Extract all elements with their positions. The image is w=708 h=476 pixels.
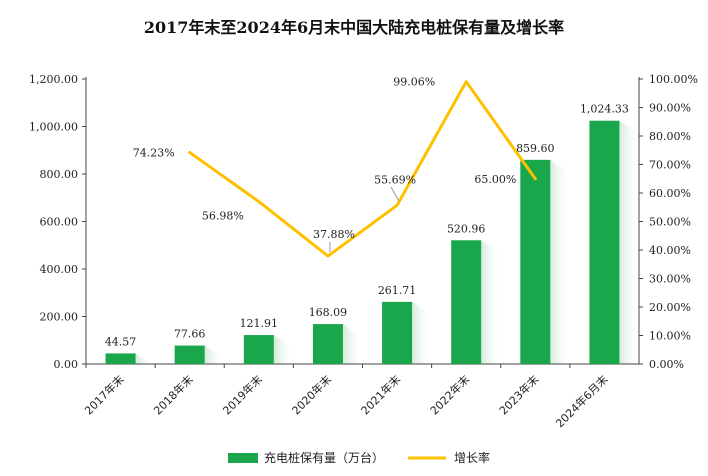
bar-shadow bbox=[481, 240, 502, 364]
bars bbox=[105, 120, 620, 365]
y-right-tick-label: 80.00% bbox=[649, 130, 691, 143]
y-left-tick-label: 1,200.00 bbox=[29, 73, 78, 86]
bar bbox=[451, 240, 482, 364]
bar bbox=[520, 159, 551, 364]
bar bbox=[382, 301, 413, 364]
bar-value-label: 168.09 bbox=[309, 306, 348, 319]
bar-shadows bbox=[135, 120, 640, 368]
growth-value-label: 65.00% bbox=[474, 173, 516, 186]
y-right-tick-label: 50.00% bbox=[649, 216, 691, 229]
growth-line-path bbox=[188, 80, 537, 258]
bar-value-label: 520.96 bbox=[447, 222, 486, 235]
growth-value-label: 56.98% bbox=[202, 210, 244, 223]
y-right-tick-label: 0.00% bbox=[649, 358, 684, 371]
y-left-tick-label: 1,000.00 bbox=[29, 121, 78, 134]
growth-value-label: 99.06% bbox=[393, 76, 435, 89]
x-tick-label: 2023年末 bbox=[496, 372, 541, 417]
bar bbox=[243, 335, 274, 364]
x-tick-label: 2018年末 bbox=[151, 372, 196, 417]
y-left-tick-label: 200.00 bbox=[40, 311, 79, 324]
y-right-tick-label: 90.00% bbox=[649, 102, 691, 115]
y-left-tick-label: 600.00 bbox=[40, 216, 79, 229]
y-right-tick-label: 20.00% bbox=[649, 301, 691, 314]
bar-shadow bbox=[342, 324, 363, 364]
bar-value-label: 261.71 bbox=[378, 284, 417, 297]
data-labels: 44.57 77.66 121.91 168.09 261.71 520.96 859.60… bbox=[105, 76, 629, 349]
y-right-tick-label: 40.00% bbox=[649, 244, 691, 257]
growth-label-leader bbox=[390, 187, 400, 202]
y-right-tick-label: 70.00% bbox=[649, 159, 691, 172]
legend-label-bar: 充电桩保有量（万台） bbox=[264, 450, 384, 465]
bar-shadow bbox=[135, 353, 156, 368]
bar-value-label: 44.57 bbox=[105, 335, 137, 348]
bar-shadow bbox=[550, 159, 571, 364]
bar bbox=[105, 353, 136, 364]
bar-value-label: 77.66 bbox=[174, 328, 206, 341]
bar-shadow bbox=[204, 345, 225, 364]
bar-value-label: 859.60 bbox=[516, 142, 555, 155]
bar bbox=[589, 120, 620, 365]
bar-shadow bbox=[412, 301, 433, 364]
bar bbox=[312, 324, 343, 364]
legend-label-line: 增长率 bbox=[454, 450, 490, 465]
x-tick-label: 2024年6月末 bbox=[553, 372, 611, 430]
bar-shadow bbox=[273, 335, 294, 364]
legend: 充电桩保有量（万台） 增长率 bbox=[228, 450, 490, 465]
x-tick-label: 2022年末 bbox=[427, 372, 472, 417]
bar-shadow bbox=[619, 120, 640, 365]
bar-value-label: 121.91 bbox=[240, 317, 279, 330]
x-tick-label: 2021年末 bbox=[358, 372, 403, 417]
bar-value-label: 1,024.33 bbox=[580, 103, 629, 116]
growth-value-label: 37.88% bbox=[313, 228, 355, 241]
legend-swatch-bar bbox=[228, 453, 258, 463]
x-tick-label: 2020年末 bbox=[289, 372, 334, 417]
growth-line bbox=[188, 80, 537, 258]
y-right-tick-label: 30.00% bbox=[649, 273, 691, 286]
y-right-tick-label: 10.00% bbox=[649, 330, 691, 343]
growth-value-label: 55.69% bbox=[374, 173, 416, 186]
x-tick-label: 2017年末 bbox=[81, 372, 126, 417]
y-right-tick-label: 60.00% bbox=[649, 187, 691, 200]
y-right-tick-label: 100.00% bbox=[649, 73, 698, 86]
x-tick-label: 2019年末 bbox=[220, 372, 265, 417]
bar bbox=[174, 345, 205, 364]
y-left-tick-label: 800.00 bbox=[40, 168, 79, 181]
growth-value-label: 74.23% bbox=[133, 146, 175, 159]
chart-title: 2017年末至2024年6月末中国大陆充电桩保有量及增长率 bbox=[144, 18, 564, 37]
y-left-tick-label: 400.00 bbox=[40, 263, 79, 276]
y-left-tick-label: 0.00 bbox=[54, 358, 79, 371]
